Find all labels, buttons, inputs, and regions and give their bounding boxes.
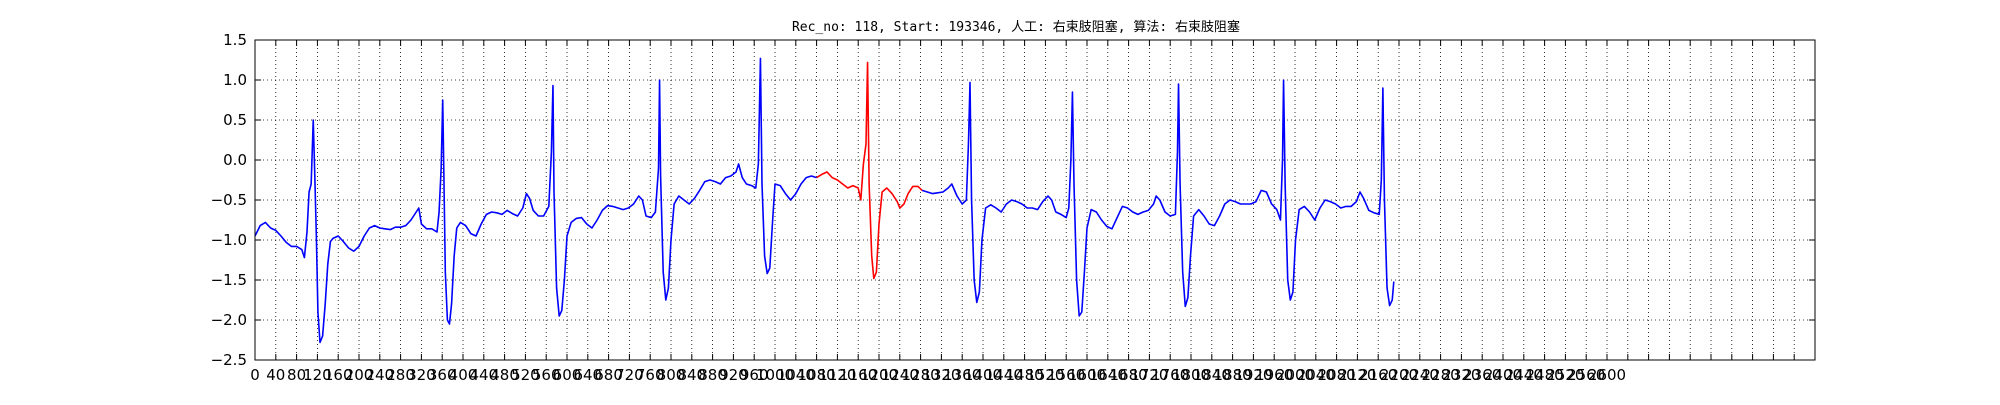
x-tick-label: 2040 bbox=[1297, 366, 1335, 384]
x-tick-label: 1040 bbox=[777, 366, 815, 384]
series-line-2 bbox=[816, 61, 923, 280]
x-tick-label: 280 bbox=[386, 366, 415, 384]
x-tick-label: 0 bbox=[250, 366, 260, 384]
x-tick-label: 1200 bbox=[860, 366, 898, 384]
x-tick-label: 2000 bbox=[1276, 366, 1314, 384]
y-tick-label: 1.5 bbox=[223, 31, 247, 49]
y-tick-layer: 1.5 1.0 0.5 0.0 −0.5 −1.0 −1.5 −2.0 −2.5 bbox=[211, 31, 1815, 369]
y-tick-label: −1.0 bbox=[211, 231, 247, 249]
chart-title: Rec_no: 118, Start: 193346, 人工: 右束肢阻塞, 算… bbox=[792, 19, 1240, 35]
x-tick-label: 640 bbox=[573, 366, 602, 384]
x-tick-label: 2360 bbox=[1463, 366, 1501, 384]
x-tick-label: 2080 bbox=[1318, 366, 1356, 384]
x-tick-label: 480 bbox=[490, 366, 519, 384]
x-tick-label: 1760 bbox=[1151, 366, 1189, 384]
x-tick-label: 1120 bbox=[818, 366, 856, 384]
x-tick-label: 1000 bbox=[756, 366, 794, 384]
x-tick-label: 760 bbox=[636, 366, 665, 384]
x-tick-label: 360 bbox=[428, 366, 457, 384]
x-tick-label: 400 bbox=[449, 366, 478, 384]
x-tick-label: 2320 bbox=[1442, 366, 1480, 384]
y-tick-label: −2.5 bbox=[211, 351, 247, 369]
x-tick-label: 2160 bbox=[1359, 366, 1397, 384]
x-tick-label: 2520 bbox=[1546, 366, 1584, 384]
x-tick-label: 1960 bbox=[1255, 366, 1293, 384]
x-tick-label: 1640 bbox=[1089, 366, 1127, 384]
x-tick-label: 1360 bbox=[943, 366, 981, 384]
y-tick-label: 1.0 bbox=[223, 71, 247, 89]
x-tick-label: 2280 bbox=[1422, 366, 1460, 384]
x-tick-label: 2440 bbox=[1505, 366, 1543, 384]
series-line-3 bbox=[921, 79, 1395, 317]
x-tick-label: 1840 bbox=[1193, 366, 1231, 384]
x-tick-label: 2240 bbox=[1401, 366, 1439, 384]
series-layer bbox=[254, 57, 1395, 344]
x-tick-label: 1600 bbox=[1068, 366, 1106, 384]
x-tick-label: 1920 bbox=[1234, 366, 1272, 384]
y-tick-label: −2.0 bbox=[211, 311, 247, 329]
x-tick-label: 600 bbox=[553, 366, 582, 384]
x-tick-label: 120 bbox=[303, 366, 332, 384]
x-tick-label: 1560 bbox=[1047, 366, 1085, 384]
x-tick-label: 2200 bbox=[1380, 366, 1418, 384]
y-tick-label: −0.5 bbox=[211, 191, 247, 209]
y-tick-label: 0.0 bbox=[223, 151, 247, 169]
x-tick-label: 1720 bbox=[1130, 366, 1168, 384]
x-tick-label: 2600 bbox=[1588, 366, 1626, 384]
x-tick-label: 1400 bbox=[964, 366, 1002, 384]
x-tick-label: 920 bbox=[719, 366, 748, 384]
x-tick-label: 40 bbox=[266, 366, 285, 384]
x-tick-label: 200 bbox=[345, 366, 374, 384]
x-tick-label: 2120 bbox=[1338, 366, 1376, 384]
x-tick-label: 1320 bbox=[922, 366, 960, 384]
x-tick-label: 1520 bbox=[1026, 366, 1064, 384]
x-tick-label: 1800 bbox=[1172, 366, 1210, 384]
x-tick-label: 240 bbox=[365, 366, 394, 384]
x-tick-label: 720 bbox=[615, 366, 644, 384]
x-tick-label: 1880 bbox=[1214, 366, 1252, 384]
x-tick-label: 1080 bbox=[798, 366, 836, 384]
x-tick-label: 440 bbox=[469, 366, 498, 384]
x-tick-label: 1480 bbox=[1006, 366, 1044, 384]
x-tick-label: 1440 bbox=[985, 366, 1023, 384]
y-tick-label: −1.5 bbox=[211, 271, 247, 289]
x-tick-label: 560 bbox=[532, 366, 561, 384]
x-tick-label: 960 bbox=[740, 366, 769, 384]
x-tick-label: 2560 bbox=[1567, 366, 1605, 384]
x-tick-label: 2480 bbox=[1526, 366, 1564, 384]
x-tick-label: 680 bbox=[594, 366, 623, 384]
x-tick-label: 880 bbox=[698, 366, 727, 384]
x-tick-layer: 0 40 8012016020024028032036040044048052056… bbox=[250, 40, 1795, 384]
x-tick-label: 1280 bbox=[902, 366, 940, 384]
x-tick-label: 520 bbox=[511, 366, 540, 384]
x-tick-label: 80 bbox=[287, 366, 306, 384]
x-tick-label: 800 bbox=[657, 366, 686, 384]
series-line-1 bbox=[254, 57, 817, 344]
x-tick-label: 1240 bbox=[881, 366, 919, 384]
x-tick-label: 320 bbox=[407, 366, 436, 384]
y-tick-label: 0.5 bbox=[223, 111, 247, 129]
grid-layer bbox=[255, 40, 1815, 360]
x-tick-label: 1160 bbox=[839, 366, 877, 384]
x-tick-label: 160 bbox=[324, 366, 353, 384]
x-tick-label: 840 bbox=[677, 366, 706, 384]
x-tick-label: 1680 bbox=[1110, 366, 1148, 384]
x-tick-label: 2400 bbox=[1484, 366, 1522, 384]
